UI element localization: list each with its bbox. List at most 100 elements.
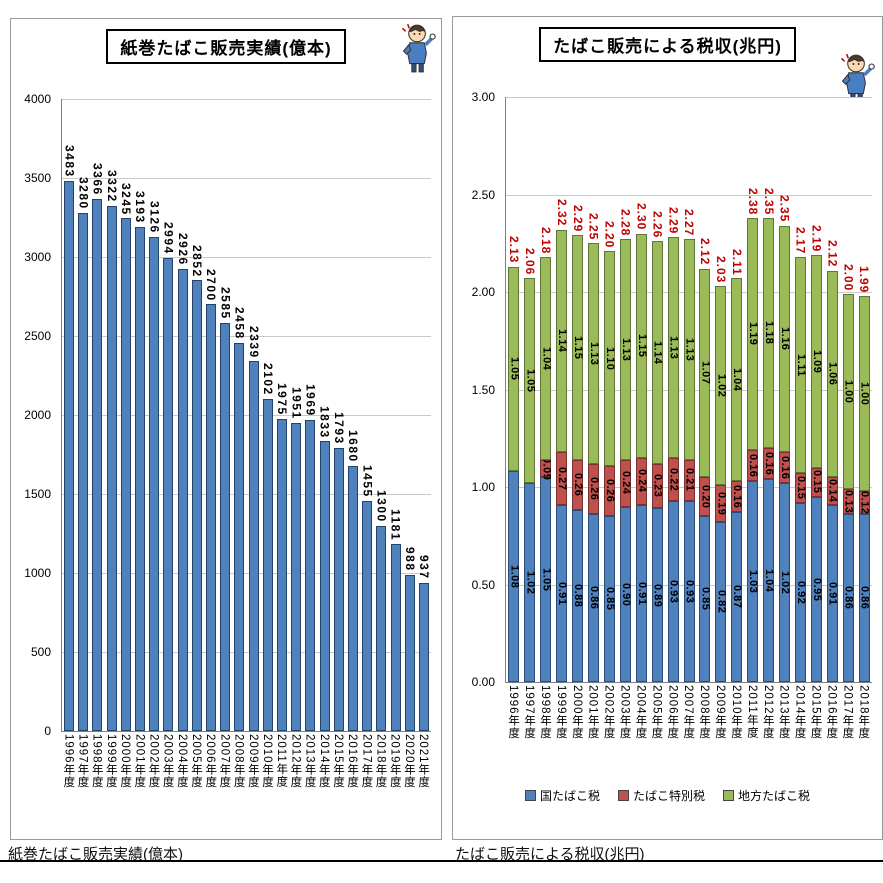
- segment-label-wrap: 0.27: [556, 452, 568, 505]
- stack-segment-local: [667, 237, 679, 458]
- bar-value-label: 937: [417, 555, 432, 580]
- segment-label-wrap: 0.88: [572, 510, 584, 682]
- segment-label-wrap: 1.05: [540, 477, 552, 682]
- segment-value-label: 0.15: [810, 470, 823, 494]
- segment-value-label: 0.89: [651, 583, 664, 607]
- segment-label-wrap: 1.05: [524, 278, 536, 483]
- bar: [347, 465, 358, 731]
- segment-label-wrap: 0.90: [619, 507, 632, 683]
- segment-label-wrap: 0.14: [826, 477, 839, 504]
- x-tick-label: 1999年度: [554, 685, 567, 740]
- plot-area-sales: 3483 3280 3366 3322 3245 3193 3126 2994 2926 2852…: [61, 99, 431, 732]
- x-tick-label: 1997年度: [523, 685, 536, 740]
- x-tick-label: 2014年度: [793, 685, 806, 740]
- segment-label-wrap: 0.91: [827, 505, 839, 682]
- y-tick-label: 3000: [24, 250, 51, 264]
- x-tick-label: 2004年度: [175, 734, 188, 789]
- x-tick-label: 2002年度: [602, 685, 615, 740]
- total-value-label: 2.03: [714, 255, 728, 284]
- chart-title-sales: 紙巻たばこ販売実績(億本): [106, 29, 346, 64]
- x-tick-label: 2001年度: [586, 685, 599, 740]
- x-tick-label: 2018年度: [857, 685, 870, 740]
- segment-value-label: 0.14: [826, 479, 839, 503]
- stack-segment-local: [826, 270, 838, 478]
- bar-value-label: 1680: [346, 429, 361, 463]
- bar-value-label: 1793: [331, 412, 346, 445]
- stack-segment-national: [524, 483, 536, 682]
- bar: [291, 422, 302, 731]
- y-tick-label: 4000: [24, 92, 51, 106]
- stack-segment-national: [667, 500, 679, 682]
- segment-label-wrap: 1.19: [747, 218, 759, 450]
- segment-label-wrap: 1.13: [668, 237, 680, 457]
- gridline: [506, 97, 872, 98]
- gridline: [62, 415, 431, 416]
- segment-label-wrap: 0.85: [604, 516, 616, 682]
- bar-value-label: 1300: [374, 489, 389, 523]
- stack-segment-national: [731, 512, 743, 682]
- bar-value-label: 2852: [190, 244, 204, 278]
- total-value-label: 2.13: [507, 236, 522, 264]
- x-tick-label: 2019年度: [388, 734, 401, 789]
- segment-value-label: 1.03: [747, 569, 760, 594]
- gridline: [62, 178, 431, 179]
- stack-segment-local: [524, 278, 536, 484]
- segment-label-wrap: 1.02: [779, 483, 791, 682]
- bar: [106, 206, 117, 731]
- legend: 国たばこ税 たばこ特別税 地方たばこ税: [453, 787, 882, 804]
- segment-value-label: 0.92: [794, 580, 807, 605]
- segment-value-label: 1.06: [826, 362, 839, 386]
- stack-segment-special: [556, 451, 568, 505]
- bar: [276, 418, 287, 731]
- segment-value-label: 1.04: [540, 346, 553, 371]
- segment-label-wrap: 0.23: [652, 464, 664, 509]
- x-tick-label: 2011年度: [275, 734, 288, 788]
- segment-label-wrap: 0.26: [588, 464, 600, 515]
- segment-value-label: 0.21: [683, 468, 696, 492]
- segment-label-wrap: 1.08: [508, 471, 520, 682]
- mascot-icon: [401, 23, 436, 73]
- stack-segment-special: [588, 463, 600, 515]
- bar-value-label: 3245: [119, 182, 134, 216]
- x-tick-label: 2005年度: [650, 685, 663, 740]
- chart-title-wrap: 紙巻たばこ販売実績(億本): [11, 29, 441, 64]
- segment-value-label: 1.14: [651, 340, 664, 365]
- total-value-label: 2.11: [729, 248, 744, 276]
- segment-value-label: 1.04: [763, 568, 776, 593]
- bar-value-label: 2339: [246, 325, 261, 359]
- segment-label-wrap: 1.14: [556, 230, 568, 452]
- stack-segment-special: [603, 465, 615, 517]
- segment-value-label: 1.13: [588, 341, 601, 366]
- stack-segment-special: [635, 457, 647, 505]
- bar-value-label: 3366: [90, 163, 105, 197]
- total-value-label: 2.27: [682, 209, 697, 237]
- segment-label-wrap: 1.11: [795, 257, 807, 473]
- bar: [305, 419, 316, 731]
- x-tick-label: 1999年度: [104, 734, 117, 789]
- stack-segment-special: [747, 449, 759, 482]
- segment-value-label: 0.90: [619, 582, 632, 606]
- bar-value-label: 1951: [289, 387, 304, 420]
- segment-value-label: 0.12: [858, 490, 871, 515]
- segment-value-label: 0.26: [603, 479, 616, 503]
- x-tick-label: 2003年度: [161, 734, 174, 789]
- stack-segment-national: [699, 516, 711, 682]
- segment-label-wrap: 0.92: [794, 503, 807, 682]
- x-tick-label: 2006年度: [204, 734, 217, 789]
- legend-item-national: 国たばこ税: [524, 787, 600, 804]
- total-value-label: 2.20: [602, 220, 617, 249]
- segment-value-label: 0.24: [619, 471, 632, 495]
- x-tick-label: 2007年度: [218, 734, 231, 789]
- stack-segment-national: [619, 506, 631, 682]
- stack-segment-national: [747, 481, 759, 682]
- segment-label-wrap: 0.85: [699, 516, 711, 682]
- x-tick-label: 2017年度: [360, 734, 373, 789]
- x-tick-label: 1996年度: [507, 685, 520, 740]
- segment-label-wrap: 0.21: [683, 460, 696, 501]
- gridline: [506, 195, 872, 196]
- chart-title-tax: たばこ販売による税収(兆円): [539, 27, 796, 62]
- segment-label-wrap: 0.22: [668, 458, 680, 501]
- y-axis-sales: 0 500 1000 1500 2000 2500 3000 3500 4000: [13, 92, 57, 738]
- segment-value-label: 1.10: [603, 346, 616, 371]
- stack-segment-special: [763, 448, 775, 480]
